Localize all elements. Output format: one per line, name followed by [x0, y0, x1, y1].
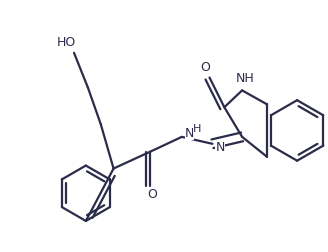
Text: O: O: [201, 61, 211, 74]
Text: H: H: [193, 124, 201, 134]
Text: N: N: [185, 128, 194, 140]
Text: O: O: [147, 188, 157, 201]
Text: NH: NH: [236, 72, 255, 85]
Text: N: N: [215, 141, 225, 154]
Text: HO: HO: [56, 37, 76, 49]
